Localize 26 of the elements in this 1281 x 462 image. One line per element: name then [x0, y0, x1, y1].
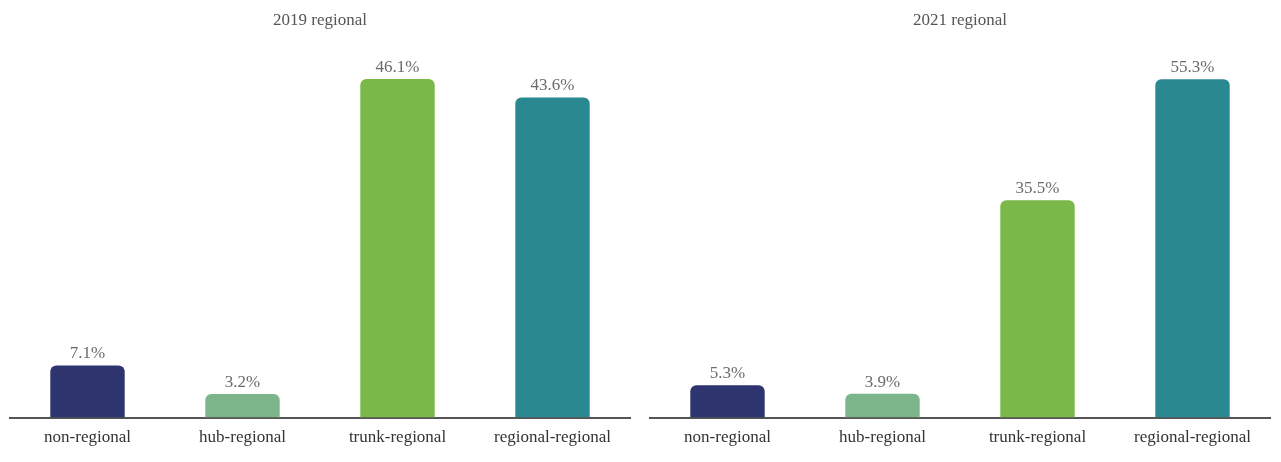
chart-title: 2021 regional	[913, 9, 1008, 29]
bar	[515, 97, 590, 418]
data-label: 7.1%	[69, 343, 106, 363]
bar	[690, 385, 765, 418]
bar	[845, 393, 920, 418]
data-label: 43.6%	[530, 75, 575, 95]
data-label: 55.3%	[1170, 57, 1215, 77]
x-tick-label: trunk-regional	[348, 427, 447, 447]
data-label: 46.1%	[375, 57, 420, 77]
x-tick-label: regional-regional	[493, 427, 612, 447]
x-tick-label: hub-regional	[199, 427, 287, 447]
data-label: 3.2%	[224, 372, 261, 392]
x-tick-label: regional-regional	[1133, 427, 1252, 447]
bar	[360, 79, 435, 418]
chart-title: 2019 regional	[273, 9, 368, 29]
x-tick-label: non-regional	[44, 427, 132, 447]
x-tick-label: non-regional	[684, 427, 772, 447]
data-label: 35.5%	[1015, 178, 1060, 198]
x-tick-label: hub-regional	[839, 427, 927, 447]
bar	[50, 365, 125, 418]
x-tick-label: trunk-regional	[988, 427, 1087, 447]
data-label: 5.3%	[709, 363, 746, 383]
bar	[1155, 79, 1230, 418]
data-label: 3.9%	[864, 371, 901, 391]
bar	[205, 394, 280, 418]
bar	[1000, 200, 1075, 418]
